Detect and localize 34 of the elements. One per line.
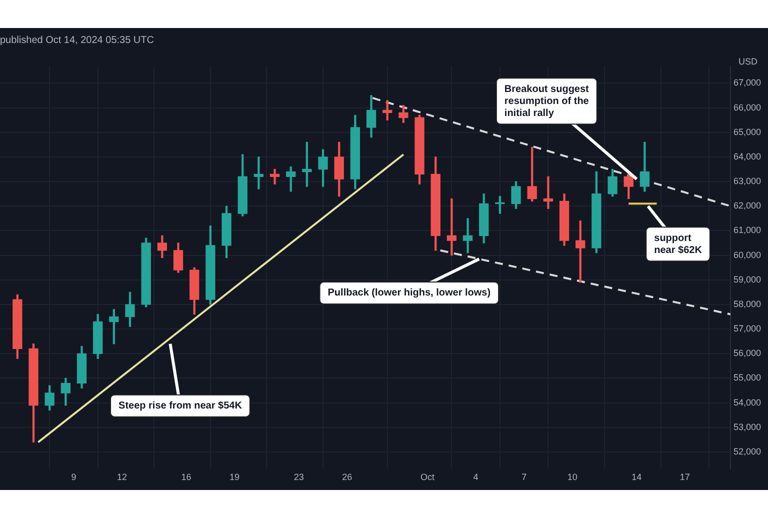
y-axis-title: USD xyxy=(738,56,758,66)
y-tick-label: 67,000 xyxy=(733,78,762,88)
y-tick-label: 58,000 xyxy=(733,298,762,309)
y-tick-label: 63,000 xyxy=(733,176,762,186)
x-tick-label: 16 xyxy=(181,472,192,482)
y-tick-label: 62,000 xyxy=(733,200,762,211)
annotation: support near $62K xyxy=(654,232,703,256)
y-tick-label: 59,000 xyxy=(733,274,762,284)
y-tick-label: 61,000 xyxy=(733,225,762,236)
y-tick-label: 53,000 xyxy=(733,422,762,432)
y-tick-label: 66,000 xyxy=(733,102,762,112)
x-tick-label: 4 xyxy=(473,472,478,482)
annotation: Steep rise from near $54K xyxy=(118,400,243,412)
x-tick-label: 10 xyxy=(567,472,578,482)
x-tick-label: 9 xyxy=(71,472,76,482)
y-tick-label: 54,000 xyxy=(733,397,762,408)
x-tick-label: 23 xyxy=(294,472,304,482)
y-tick-label: 57,000 xyxy=(733,324,762,334)
y-tick-label: 65,000 xyxy=(733,126,762,137)
x-tick-label: 7 xyxy=(522,472,527,482)
chart-subtitle: published Oct 14, 2024 05:35 UTC xyxy=(0,34,154,46)
annotation: Pullback (lower highs, lower lows) xyxy=(328,288,491,299)
annotation: Breakout suggest resumption of the initial rally xyxy=(504,84,590,119)
x-tick-label: 19 xyxy=(230,472,240,482)
y-tick-label: 64,000 xyxy=(733,151,762,162)
x-tick-label: 26 xyxy=(342,472,352,482)
x-tick-label: Oct xyxy=(420,472,436,482)
y-tick-label: 55,000 xyxy=(733,372,762,383)
y-tick-label: 52,000 xyxy=(733,446,762,456)
x-tick-label: 12 xyxy=(116,472,127,482)
x-tick-label: 17 xyxy=(680,472,690,482)
y-tick-label: 56,000 xyxy=(733,348,762,358)
x-tick-label: 14 xyxy=(632,472,642,482)
y-tick-label: 60,000 xyxy=(733,250,762,260)
